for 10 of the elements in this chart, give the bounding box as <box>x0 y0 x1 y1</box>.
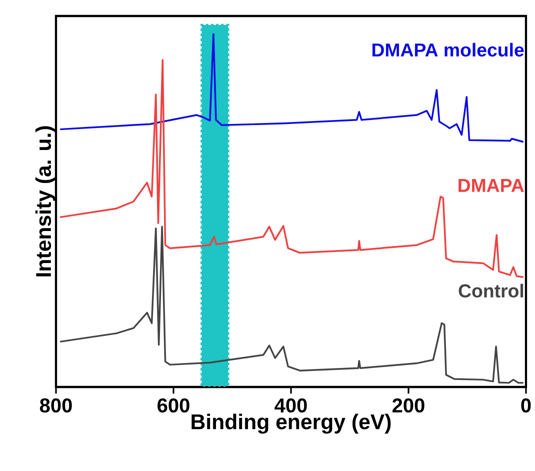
text: DMAPA molecule <box>372 42 524 57</box>
x-tick-label: 600 <box>158 398 190 413</box>
x-tick-label: 200 <box>392 398 424 413</box>
series-label: Control <box>458 284 524 298</box>
x-tick-label: 400 <box>274 398 307 413</box>
x-tick-label: 0 <box>521 398 531 413</box>
series-label: DMAPA <box>458 179 524 192</box>
x-axis-title: Binding energy (eV) <box>192 414 391 434</box>
x-tick-label: 800 <box>40 398 72 413</box>
y-axis-title: Intensity (a. u.) <box>35 126 56 276</box>
